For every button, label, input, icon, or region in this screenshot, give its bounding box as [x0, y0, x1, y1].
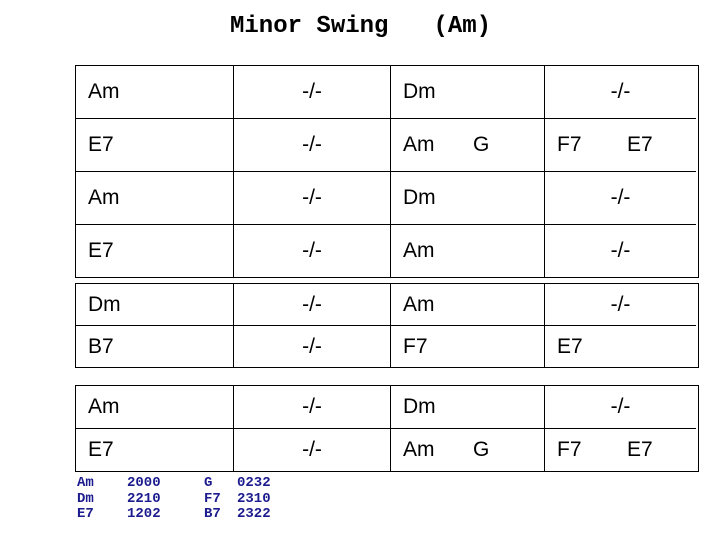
repeat-symbol: -/- — [302, 438, 322, 461]
repeat-symbol: -/- — [610, 395, 631, 418]
repeat-measure-cell: -/- — [545, 66, 696, 119]
chord-label: E7 — [627, 438, 653, 461]
legend-fret-numbers: 2310 — [237, 490, 271, 507]
repeat-measure-cell: -/- — [234, 386, 391, 429]
chord-table-section-repeat: Am -/- Dm -/- E7 -/- Am G F7 E7 — [75, 385, 699, 472]
chord-label: B7 — [88, 334, 114, 358]
repeat-measure-cell: -/- — [234, 326, 391, 367]
chord-label: Am — [403, 133, 435, 156]
chord-fingering-legend: Am 2000 G 0232 Dm 2210 F7 2310 E7 1202 B7 2322 — [77, 475, 271, 523]
legend-fret-numbers: 1202 — [127, 506, 161, 522]
chord-label: E7 — [557, 334, 583, 358]
chord-cell: E7 — [76, 429, 234, 471]
chord-label: Am — [88, 186, 120, 209]
repeat-symbol: -/- — [610, 292, 631, 316]
repeat-symbol: -/- — [302, 186, 322, 209]
legend-chord-name: Am — [77, 475, 94, 491]
chord-cell: Am — [391, 284, 545, 326]
chord-label: E7 — [88, 438, 114, 461]
legend-fret-numbers: 2210 — [127, 490, 161, 507]
chord-cell: F7 E7 — [545, 429, 696, 471]
chord-label: G — [473, 133, 490, 156]
repeat-symbol: -/- — [610, 239, 631, 262]
repeat-measure-cell: -/- — [234, 225, 391, 277]
chord-cell: Am G — [391, 429, 545, 471]
song-title: Minor Swing — [230, 13, 389, 40]
repeat-measure-cell: -/- — [545, 284, 696, 326]
chord-label: E7 — [627, 133, 653, 156]
chord-label: Am — [403, 438, 435, 461]
chord-label: Am — [88, 80, 120, 103]
chord-cell: Am — [391, 225, 545, 277]
legend-chord-name: B7 — [204, 506, 221, 522]
chord-label: Dm — [403, 395, 436, 418]
repeat-measure-cell: -/- — [234, 66, 391, 119]
legend-fret-numbers: 2322 — [237, 506, 271, 522]
chord-table-section-b: Dm -/- Am -/- B7 -/- F7 E7 — [75, 283, 699, 368]
repeat-measure-cell: -/- — [234, 429, 391, 471]
repeat-symbol: -/- — [302, 133, 322, 156]
song-key: (Am) — [433, 13, 492, 40]
repeat-symbol: -/- — [610, 186, 631, 209]
legend-chord-name: G — [204, 475, 213, 491]
repeat-symbol: -/- — [302, 239, 322, 262]
legend-fret-numbers: 0232 — [237, 475, 271, 491]
chord-cell: E7 — [76, 119, 234, 172]
repeat-symbol: -/- — [302, 395, 322, 418]
repeat-measure-cell: -/- — [545, 225, 696, 277]
chord-cell: F7 — [391, 326, 545, 367]
chord-cell: Am — [76, 386, 234, 429]
legend-fret-numbers: 2000 — [127, 475, 161, 491]
chord-cell: E7 — [76, 225, 234, 277]
repeat-measure-cell: -/- — [545, 172, 696, 225]
repeat-symbol: -/- — [302, 292, 322, 316]
legend-chord-name: F7 — [204, 490, 221, 507]
chord-label: Am — [403, 239, 435, 262]
chord-label: Dm — [88, 292, 121, 316]
legend-chord-name: E7 — [77, 506, 94, 522]
chord-cell: Am — [76, 172, 234, 225]
chord-cell: B7 — [76, 326, 234, 367]
chord-label: F7 — [557, 133, 582, 156]
repeat-symbol: -/- — [610, 80, 631, 103]
chord-cell: F7 E7 — [545, 119, 696, 172]
repeat-measure-cell: -/- — [234, 284, 391, 326]
chord-cell: Dm — [76, 284, 234, 326]
repeat-symbol: -/- — [302, 334, 322, 358]
chord-cell: Am G — [391, 119, 545, 172]
chord-label: F7 — [557, 438, 582, 461]
repeat-symbol: -/- — [302, 80, 322, 103]
chord-label: Am — [403, 292, 435, 316]
chord-label: Dm — [403, 80, 436, 103]
chord-cell: Am — [76, 66, 234, 119]
chord-label: Am — [88, 395, 120, 418]
chord-cell: Dm — [391, 172, 545, 225]
legend-chord-name: Dm — [77, 490, 94, 507]
repeat-measure-cell: -/- — [545, 386, 696, 429]
page-title: Minor Swing (Am) — [230, 13, 491, 40]
chord-table-section-a: Am -/- Dm -/- E7 -/- Am G F7 E7 Am -/- Dm -/- E7 -/- Am -… — [75, 65, 699, 278]
chord-label: Dm — [403, 186, 436, 209]
chord-label: E7 — [88, 239, 114, 262]
chord-cell: Dm — [391, 66, 545, 119]
chord-label: G — [473, 438, 490, 461]
chord-label: E7 — [88, 133, 114, 156]
chord-cell: E7 — [545, 326, 696, 367]
chord-cell: Dm — [391, 386, 545, 429]
repeat-measure-cell: -/- — [234, 172, 391, 225]
chord-label: F7 — [403, 334, 428, 358]
repeat-measure-cell: -/- — [234, 119, 391, 172]
